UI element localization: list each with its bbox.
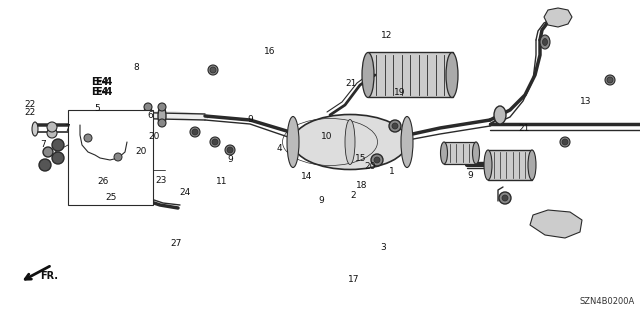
Ellipse shape bbox=[528, 150, 536, 180]
Text: 21: 21 bbox=[518, 124, 530, 132]
Circle shape bbox=[605, 75, 615, 85]
Circle shape bbox=[190, 127, 200, 137]
Ellipse shape bbox=[144, 105, 152, 125]
Circle shape bbox=[158, 119, 166, 127]
Text: 21: 21 bbox=[346, 79, 357, 88]
Text: 20: 20 bbox=[148, 132, 160, 141]
Text: 26: 26 bbox=[97, 177, 109, 186]
Circle shape bbox=[371, 154, 383, 166]
Bar bbox=[444, 142, 476, 164]
Text: 16: 16 bbox=[264, 47, 275, 56]
Ellipse shape bbox=[292, 115, 408, 170]
Circle shape bbox=[52, 139, 64, 151]
Circle shape bbox=[210, 67, 216, 73]
Text: 24: 24 bbox=[179, 188, 191, 197]
Circle shape bbox=[39, 159, 51, 171]
Ellipse shape bbox=[158, 106, 166, 126]
Text: 13: 13 bbox=[580, 97, 591, 106]
Text: SZN4B0200A: SZN4B0200A bbox=[580, 298, 635, 307]
Text: 11: 11 bbox=[216, 177, 228, 186]
Text: E-4: E-4 bbox=[92, 77, 109, 87]
Circle shape bbox=[144, 103, 152, 111]
Text: E-4: E-4 bbox=[95, 87, 113, 97]
Text: 9: 9 bbox=[319, 196, 324, 205]
Text: 22: 22 bbox=[24, 100, 36, 109]
Text: 19: 19 bbox=[394, 88, 406, 97]
Ellipse shape bbox=[543, 38, 547, 45]
Ellipse shape bbox=[287, 116, 299, 167]
Circle shape bbox=[192, 129, 198, 135]
Text: 9: 9 bbox=[227, 155, 233, 164]
Bar bbox=[488, 150, 532, 180]
Text: 20: 20 bbox=[135, 147, 147, 156]
Circle shape bbox=[158, 103, 166, 111]
Ellipse shape bbox=[446, 52, 458, 98]
Circle shape bbox=[499, 192, 511, 204]
Text: 7: 7 bbox=[64, 124, 70, 132]
Circle shape bbox=[502, 195, 508, 201]
Ellipse shape bbox=[540, 35, 550, 49]
Circle shape bbox=[43, 147, 53, 157]
Text: 8: 8 bbox=[133, 63, 139, 72]
Ellipse shape bbox=[440, 142, 447, 164]
Ellipse shape bbox=[494, 106, 506, 124]
Text: 10: 10 bbox=[321, 132, 333, 141]
Text: 18: 18 bbox=[356, 181, 367, 190]
Polygon shape bbox=[530, 210, 582, 238]
Text: E-4: E-4 bbox=[95, 77, 113, 87]
Circle shape bbox=[389, 120, 401, 132]
Circle shape bbox=[392, 123, 398, 129]
Ellipse shape bbox=[345, 119, 355, 164]
Circle shape bbox=[227, 147, 233, 153]
Text: 9: 9 bbox=[467, 171, 473, 180]
Text: 3: 3 bbox=[380, 243, 386, 252]
Circle shape bbox=[225, 145, 235, 155]
Ellipse shape bbox=[362, 52, 374, 98]
Text: 20: 20 bbox=[365, 162, 376, 171]
Circle shape bbox=[114, 153, 122, 161]
Text: 14: 14 bbox=[301, 172, 312, 181]
Circle shape bbox=[52, 152, 64, 164]
Text: 12: 12 bbox=[381, 31, 393, 40]
Circle shape bbox=[84, 134, 92, 142]
Ellipse shape bbox=[472, 142, 479, 164]
Text: 23: 23 bbox=[156, 176, 167, 185]
Bar bbox=[68, 110, 153, 205]
Text: 5: 5 bbox=[95, 104, 100, 113]
Polygon shape bbox=[544, 8, 572, 27]
Circle shape bbox=[374, 157, 380, 163]
Circle shape bbox=[562, 139, 568, 145]
Ellipse shape bbox=[401, 116, 413, 167]
Bar bbox=[368, 52, 453, 97]
Text: 25: 25 bbox=[106, 193, 117, 202]
Text: 1: 1 bbox=[388, 167, 394, 176]
Ellipse shape bbox=[484, 150, 492, 180]
Text: 4: 4 bbox=[276, 144, 282, 153]
Circle shape bbox=[212, 139, 218, 145]
Text: 17: 17 bbox=[348, 276, 360, 284]
Circle shape bbox=[47, 128, 57, 138]
Text: 6: 6 bbox=[147, 111, 153, 120]
Text: E-4: E-4 bbox=[92, 87, 109, 97]
Ellipse shape bbox=[32, 122, 38, 136]
Text: 27: 27 bbox=[170, 239, 182, 248]
Circle shape bbox=[47, 122, 57, 132]
Circle shape bbox=[560, 137, 570, 147]
Circle shape bbox=[208, 65, 218, 75]
Circle shape bbox=[144, 119, 152, 127]
Text: 15: 15 bbox=[355, 154, 367, 163]
Text: 2: 2 bbox=[351, 191, 356, 200]
Text: 9: 9 bbox=[248, 115, 253, 124]
Circle shape bbox=[210, 137, 220, 147]
Circle shape bbox=[607, 77, 613, 83]
Text: 22: 22 bbox=[24, 108, 36, 117]
Text: 7: 7 bbox=[40, 140, 46, 149]
Text: FR.: FR. bbox=[40, 271, 58, 281]
